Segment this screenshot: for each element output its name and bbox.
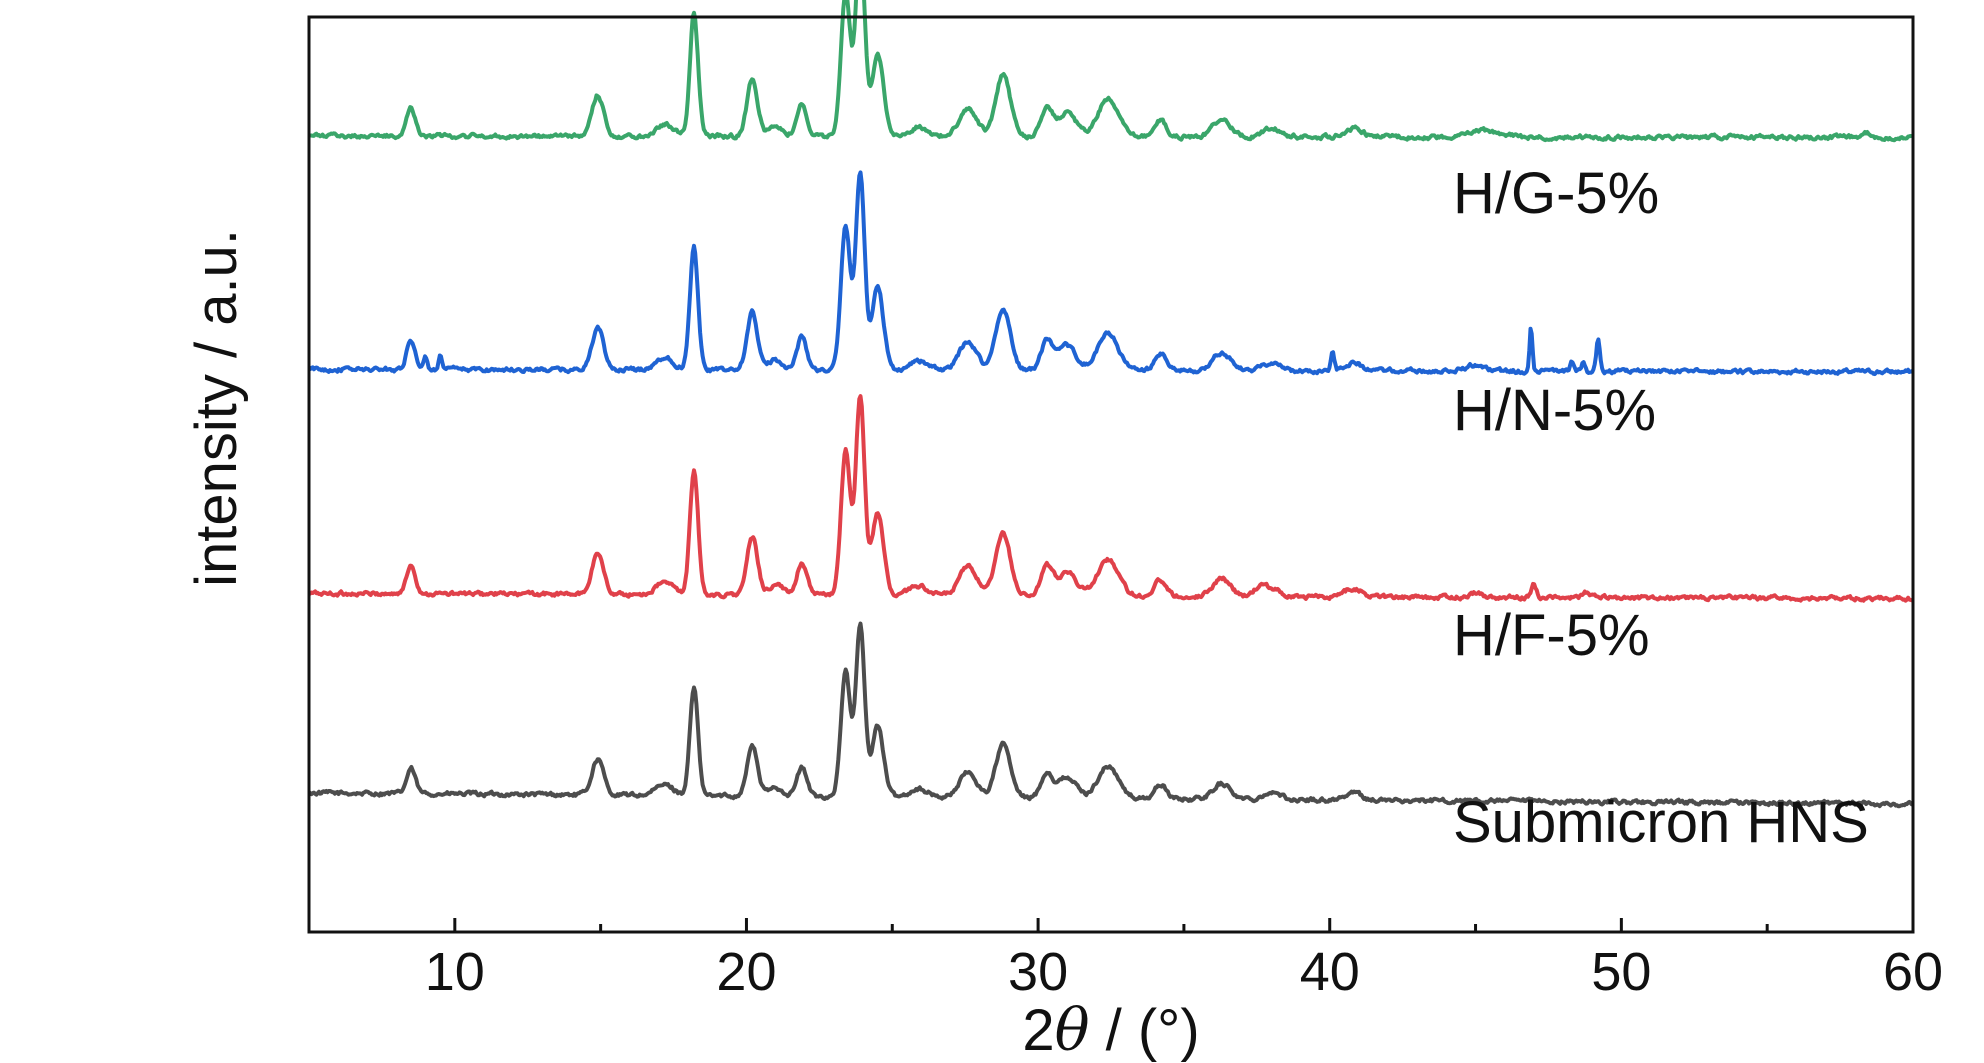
x-tick-label: 30	[1008, 942, 1068, 1002]
series-layer	[307, 0, 1915, 809]
x-axis-label: 2θ / (°)	[1022, 996, 1199, 1063]
x-axis-label-theta: θ	[1055, 996, 1090, 1063]
series-line	[307, 621, 1914, 809]
series-line	[307, 394, 1914, 603]
series-label: Submicron HNS	[1453, 790, 1869, 855]
x-axis-label-unit: / (°)	[1090, 998, 1200, 1063]
series-label: H/F-5%	[1453, 603, 1650, 668]
y-axis-label: intensity / a.u.	[184, 229, 249, 587]
series-label: H/G-5%	[1453, 161, 1659, 226]
x-axis-label-prefix: 2	[1022, 998, 1054, 1063]
x-tick-label: 40	[1300, 942, 1360, 1002]
x-tick-label: 60	[1883, 942, 1943, 1002]
series-line	[308, 170, 1915, 377]
x-tick-label: 10	[425, 942, 485, 1002]
x-axis-ticks: 10 20 30 40 50 60	[307, 918, 1943, 1002]
series-label: H/N-5%	[1453, 378, 1656, 443]
series-line	[308, 0, 1914, 143]
series-labels: Submicron HNS H/F-5% H/N-5% H/G-5%	[1453, 161, 1869, 855]
plot-frame	[307, 15, 1915, 934]
x-tick-label: 20	[716, 942, 776, 1002]
x-tick-label: 50	[1591, 942, 1651, 1002]
